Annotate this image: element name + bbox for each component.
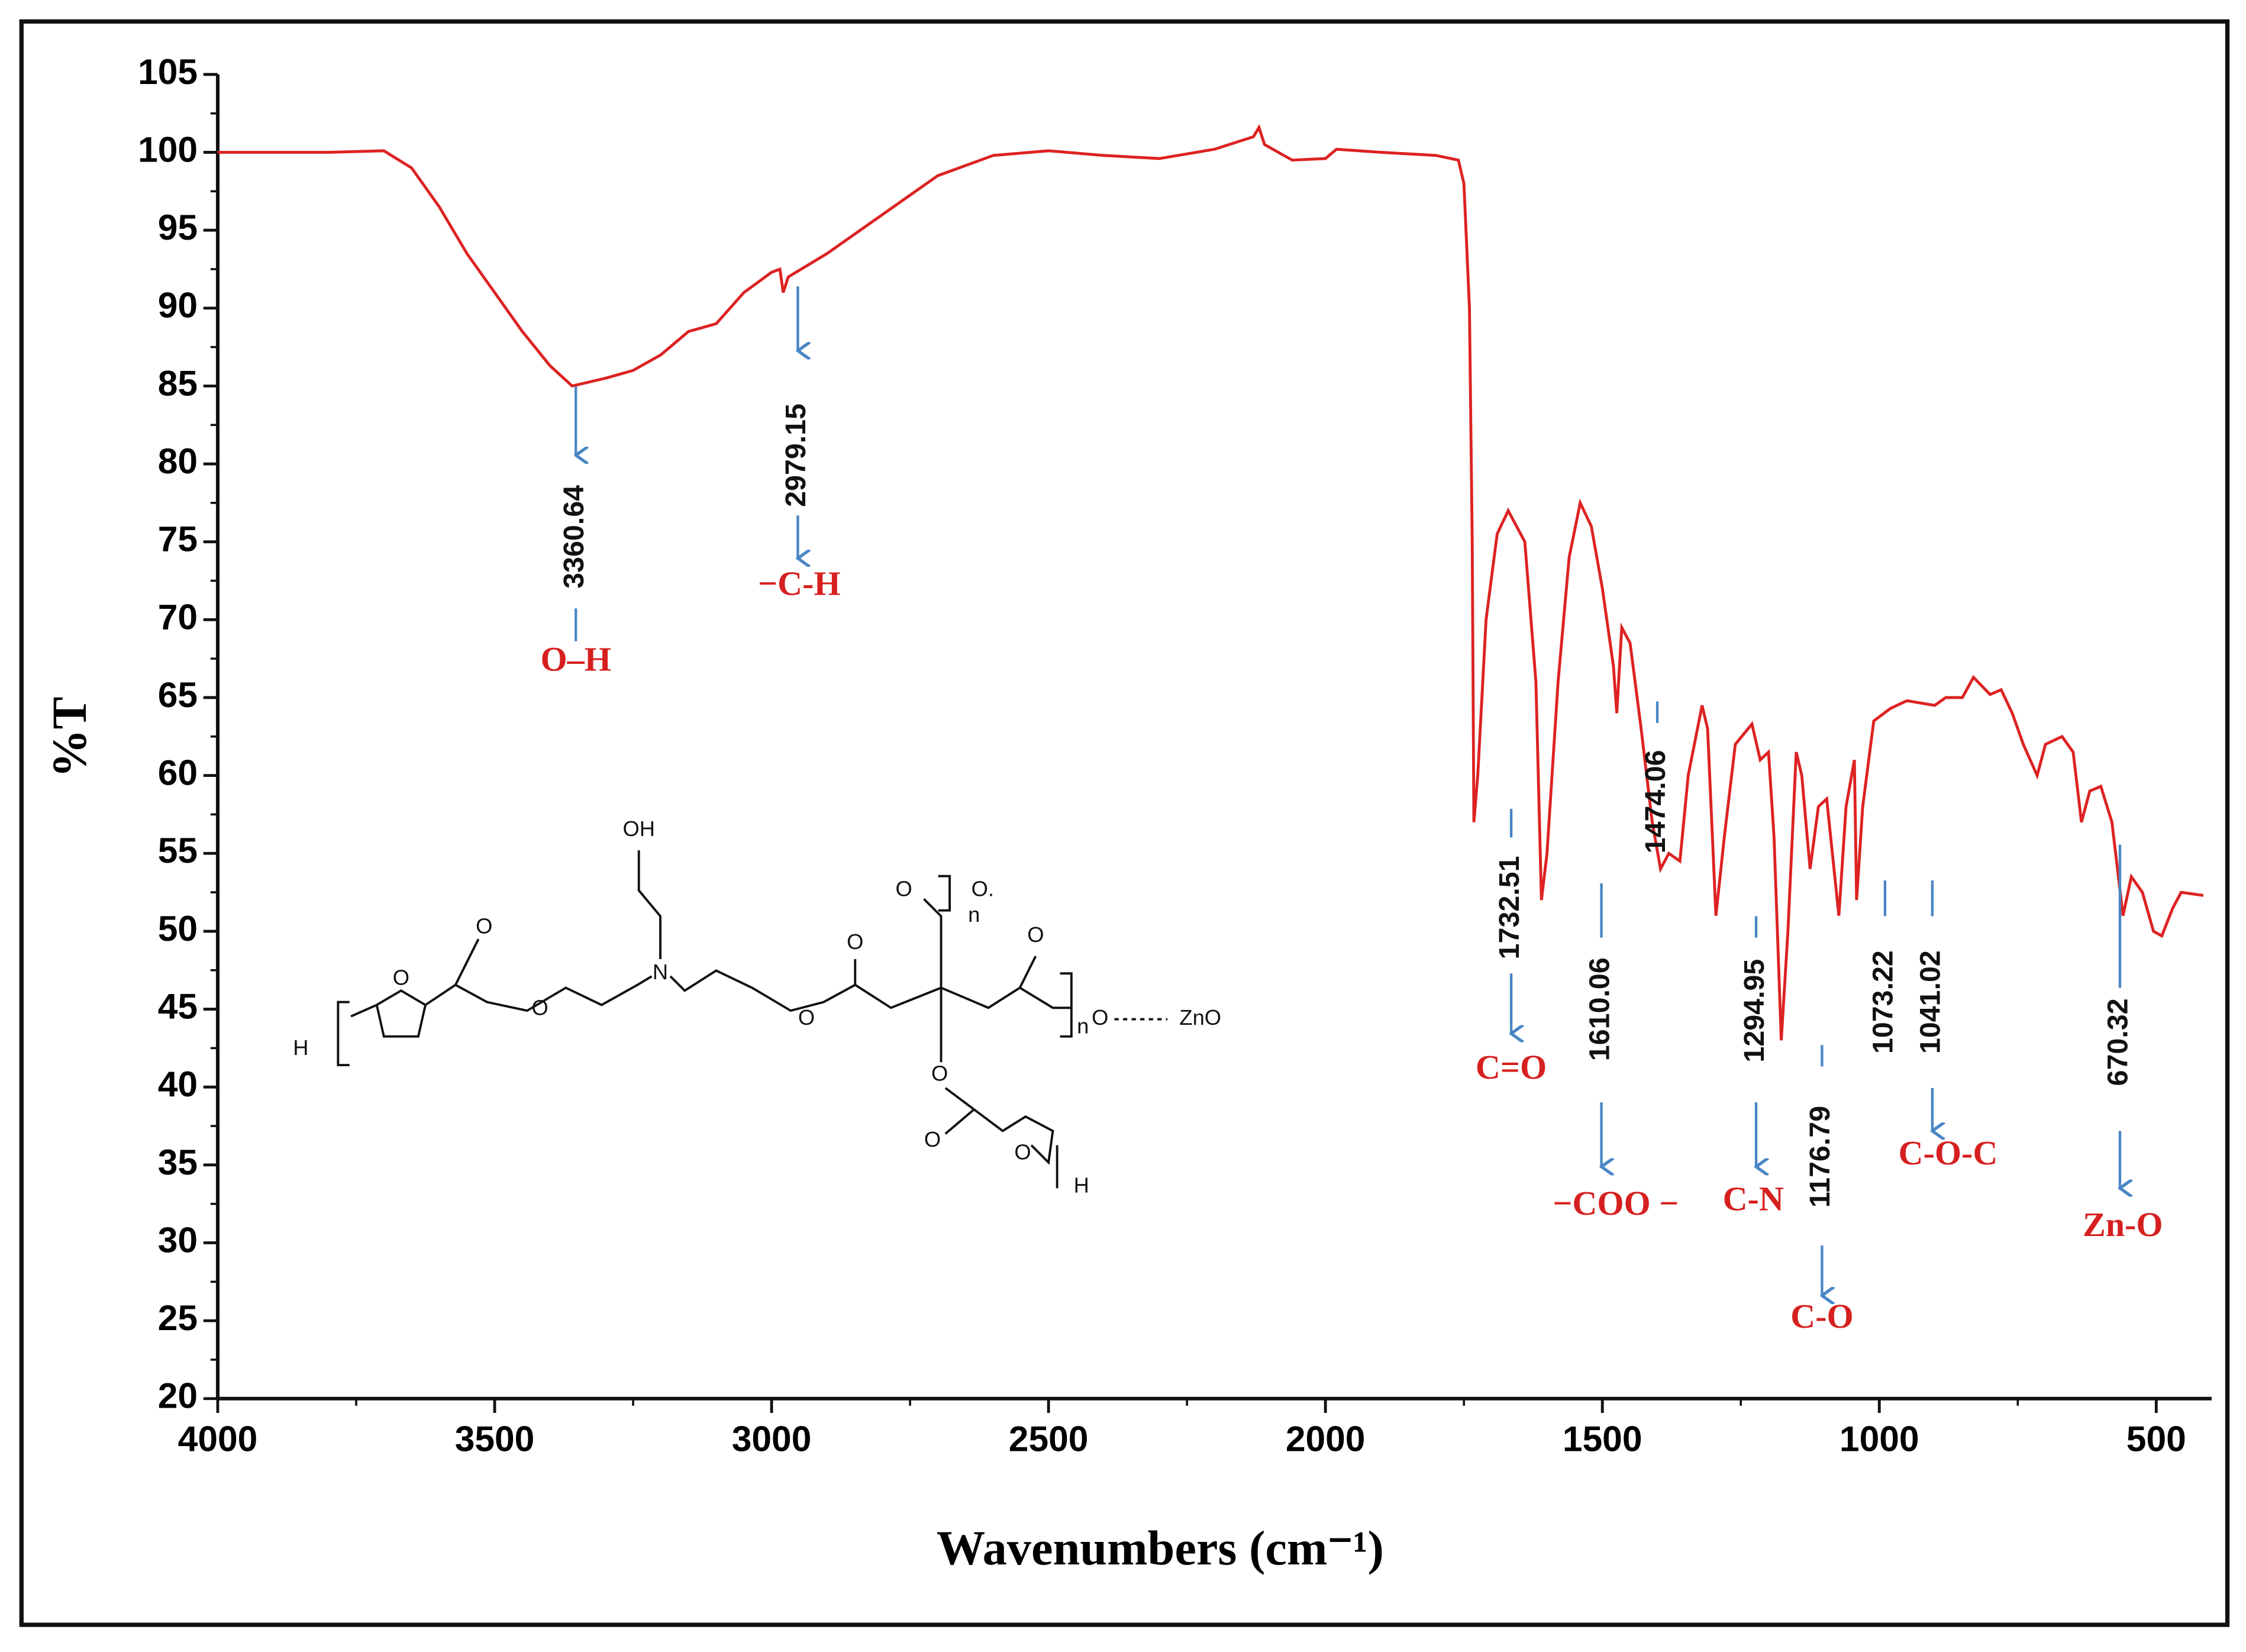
annotation-value: 670.32 xyxy=(2102,998,2134,1086)
y-axis-label: %T xyxy=(43,696,96,777)
atom-label: n xyxy=(1077,1014,1089,1038)
bond xyxy=(669,956,1037,1012)
y-tick-label: 35 xyxy=(158,1142,198,1182)
y-tick-label: 65 xyxy=(158,675,198,715)
annotation-value: 1041.02 xyxy=(1915,950,1947,1054)
bond xyxy=(1019,986,1072,1009)
y-tick-label: 90 xyxy=(158,285,198,325)
y-tick-label: 105 xyxy=(138,51,198,92)
y-tick-label: 85 xyxy=(158,363,198,403)
annotation-label: −C-H xyxy=(758,564,841,602)
annotation-label: Zn-O xyxy=(2083,1205,2163,1244)
annotation-label: C-O-C xyxy=(1899,1134,1998,1172)
annotation-value: 2979.15 xyxy=(780,404,812,507)
annotation-value: 1294.95 xyxy=(1738,959,1770,1063)
y-tick-label: 70 xyxy=(158,596,198,637)
y-tick-label: 80 xyxy=(158,441,198,481)
x-axis-label: Wavenumbers (cm⁻¹) xyxy=(937,1521,1384,1575)
atom-label: n xyxy=(968,902,980,927)
atom-label: O xyxy=(532,995,548,1019)
x-tick-label: 500 xyxy=(2126,1418,2186,1459)
annotation-label: C=O xyxy=(1476,1048,1547,1086)
y-tick-label: 30 xyxy=(158,1219,198,1260)
y-tick-label: 60 xyxy=(158,753,198,793)
y-tick-label: 40 xyxy=(158,1064,198,1104)
spectrum-line xyxy=(217,124,2204,1041)
atom-label: H xyxy=(293,1035,308,1060)
x-tick-label: 4000 xyxy=(178,1418,258,1459)
atom-label: O xyxy=(1027,922,1044,947)
annotation-value: 1073.22 xyxy=(1867,950,1899,1054)
x-tick-label: 2000 xyxy=(1286,1418,1366,1459)
y-tick-label: 100 xyxy=(138,129,198,169)
bond xyxy=(923,898,943,988)
annotation-label: C-O xyxy=(1790,1297,1854,1335)
atom-label: O xyxy=(931,1061,948,1086)
atom-label: O xyxy=(847,930,863,954)
annotation-value: 1176.79 xyxy=(1804,1106,1836,1208)
annotation-value: 1474.06 xyxy=(1640,750,1671,853)
atom-label: O. xyxy=(972,876,994,901)
atom-label: O xyxy=(393,965,409,989)
atom-label: O xyxy=(895,876,912,901)
bracket xyxy=(337,875,1073,1189)
y-tick-label: 75 xyxy=(158,519,198,559)
y-tick-label: 45 xyxy=(158,986,198,1027)
atom-label: H xyxy=(1074,1173,1089,1197)
bond xyxy=(637,850,661,960)
bond xyxy=(454,938,480,986)
y-tick-label: 95 xyxy=(158,207,198,247)
atom-label: O xyxy=(798,1005,815,1030)
x-tick-label: 3500 xyxy=(455,1418,535,1459)
atom-label: OH xyxy=(622,817,654,841)
atom-label: N xyxy=(653,960,668,984)
annotation-label: −COO − xyxy=(1553,1184,1679,1222)
y-tick-label: 50 xyxy=(158,908,198,948)
atom-label: O xyxy=(476,914,492,938)
y-tick-label: 55 xyxy=(158,830,198,870)
atom-label: O xyxy=(924,1127,941,1151)
annotation-label: O–H xyxy=(540,640,611,679)
y-tick-label: 25 xyxy=(158,1298,198,1338)
annotation-value: 1610.06 xyxy=(1583,957,1615,1061)
y-tick-label: 20 xyxy=(158,1376,198,1416)
x-tick-label: 3000 xyxy=(732,1418,812,1459)
bond xyxy=(944,1108,975,1135)
atom-label: O xyxy=(1092,1005,1108,1030)
atom-label: ZnO xyxy=(1179,1005,1221,1030)
atom-label: O xyxy=(1014,1140,1031,1164)
frame xyxy=(19,19,2230,1627)
x-tick-label: 1000 xyxy=(1840,1418,1919,1459)
annotation-label: C-N xyxy=(1723,1180,1784,1218)
bond xyxy=(424,975,653,1012)
annotation-value: 3360.64 xyxy=(558,485,590,589)
x-tick-label: 1500 xyxy=(1563,1418,1642,1459)
annotation-value: 1732.51 xyxy=(1493,856,1525,959)
x-tick-label: 2500 xyxy=(1009,1418,1089,1459)
